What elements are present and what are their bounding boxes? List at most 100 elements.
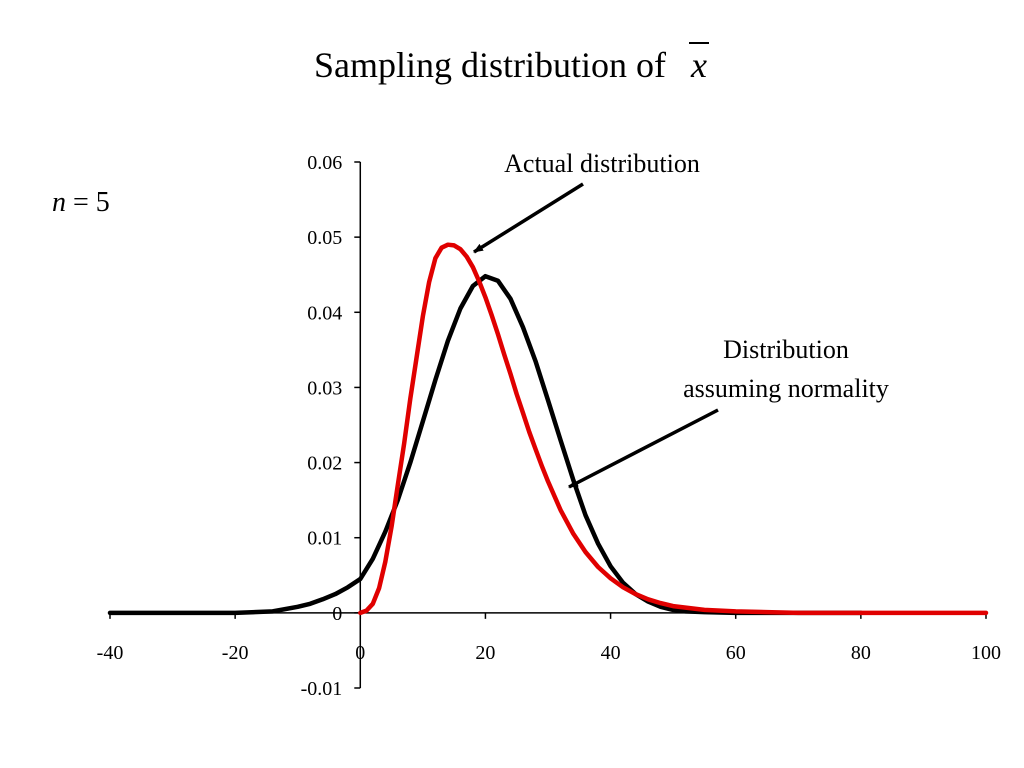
actual-distribution-line-point (408, 396, 413, 401)
chart-title: Sampling distribution of x (0, 40, 1024, 90)
normal-distribution-line-point (320, 597, 325, 602)
series-lines (107, 242, 989, 616)
actual-distribution-line-point (921, 611, 926, 615)
actual-distribution-line-point (414, 355, 419, 360)
normal-distribution-line-point (358, 577, 363, 581)
normal-distribution-line-point (433, 378, 438, 382)
x-tick-label: 0 (355, 642, 365, 664)
actual-distribution-line-point (733, 609, 738, 614)
actual-distribution-line-point (402, 442, 406, 446)
actual-distribution-line-point (558, 508, 563, 512)
actual-distribution-line-point (539, 463, 544, 468)
actual-distribution-line-point (464, 254, 469, 259)
normal-distribution-line-point (533, 359, 538, 363)
actual-distribution-line-point (389, 524, 394, 529)
actual-distribution-line-point (608, 576, 613, 581)
normal-distribution-line-point (446, 339, 450, 343)
actual-distribution-line-point (646, 597, 650, 602)
y-tick-label: 0.02 (307, 453, 342, 475)
normal-distribution-line-point (608, 564, 613, 569)
normal-distribution-line-point (346, 585, 350, 590)
y-tick-label: -0.01 (301, 678, 343, 700)
normal-distribution-line-point (295, 605, 300, 609)
normal-distribution-line-point (421, 419, 425, 424)
normal-distribution-line-point (508, 297, 513, 301)
normal-distribution-line-point (583, 513, 588, 517)
actual-distribution-line-point (502, 352, 507, 357)
sample-size-label: n = 5 (52, 186, 110, 220)
x-bar-symbol: x (688, 40, 710, 90)
y-tick-label: 0.05 (307, 227, 342, 249)
actual-distribution-label: Actual distribution (504, 149, 700, 178)
normal-distribution-line-point (571, 477, 575, 481)
actual-distribution-line-point (477, 279, 482, 284)
actual-distribution-line-point (571, 531, 575, 535)
sample-size-operator: = (73, 187, 89, 218)
x-tick-label: 40 (601, 642, 621, 664)
normal-distribution-line-point (458, 306, 463, 311)
normal-distribution-line-point (471, 284, 475, 288)
actual-distribution-line-point (546, 479, 550, 484)
actual-distribution-line-point (508, 372, 513, 376)
normal-distribution-line-point (333, 592, 338, 596)
actual-distribution-line-point (521, 411, 525, 415)
actual-distribution-line-point (621, 585, 625, 590)
actual-distribution-line-point (383, 560, 388, 564)
normal-distribution-line-point (108, 611, 112, 615)
actual-distribution-line (358, 242, 989, 616)
normal-distribution-line-point (671, 608, 675, 612)
normal-distribution-line-point (496, 278, 500, 283)
normal-distribution-line-point (233, 611, 237, 615)
actual-distribution-line-point (496, 332, 500, 336)
actual-distribution-line-point (514, 392, 519, 397)
normal-distribution-line-point (596, 541, 600, 546)
actual-distribution-arrow (473, 182, 584, 254)
normal-distribution-line-point (546, 398, 550, 403)
actual-distribution-line-point (483, 295, 488, 300)
normal-distribution-line-point (521, 325, 525, 330)
x-tick-label: 80 (851, 642, 871, 664)
actual-distribution-line-point (596, 565, 600, 569)
actual-distribution-line-point (633, 592, 638, 596)
actual-distribution-line-point (765, 610, 769, 614)
actual-distribution-line-point (452, 243, 456, 248)
x-tick-label: -40 (97, 642, 124, 664)
overbar (689, 42, 709, 44)
actual-distribution-line-point (377, 586, 381, 590)
actual-distribution-line-point (489, 313, 494, 318)
normal-distribution-line-point (270, 609, 275, 614)
x-tick-label: -20 (222, 642, 249, 664)
normal-distribution-arrow (568, 408, 719, 489)
normal-distribution-line-point (308, 602, 313, 606)
actual-distribution-line-point (427, 280, 431, 285)
actual-distribution-line-point (358, 611, 363, 615)
actual-distribution-line-point (796, 611, 801, 615)
actual-distribution-line-point (364, 608, 369, 613)
annotations: Actual distribution Distribution assumin… (473, 149, 889, 489)
actual-distribution-line-point (533, 447, 538, 451)
normal-distribution-line-point (621, 581, 625, 585)
normal-distribution-line-point (558, 438, 563, 442)
actual-distribution-line-point (371, 602, 375, 606)
actual-distribution-line-point (433, 256, 438, 261)
actual-distribution-line-point (702, 608, 707, 612)
normal-distribution-line-point (170, 611, 175, 615)
actual-distribution-line-point (446, 242, 450, 247)
normal-distribution-line-point (383, 529, 388, 534)
normal-distribution-line-point (371, 557, 375, 561)
normal-distribution-label-line2: assuming normality (683, 374, 889, 403)
actual-distribution-line-point (671, 604, 675, 608)
normal-distribution-label-line1: Distribution (723, 335, 849, 364)
actual-distribution-line-point (859, 611, 863, 615)
axes: -40 -20 0 20 40 60 80 100 -0.01 0 0.01 0.02 0.03 0.04… (97, 152, 1001, 700)
y-tick-label: 0.03 (307, 377, 342, 399)
y-tick-label: 0 (332, 603, 342, 625)
y-tick-label: 0.04 (307, 302, 342, 324)
x-tick-label: 60 (726, 642, 746, 664)
chart-title-text: Sampling distribution of (313, 45, 666, 85)
y-tick-label: 0.06 (307, 152, 342, 174)
actual-distribution-line-point (421, 314, 425, 318)
actual-distribution-line-point (458, 247, 463, 251)
normal-distribution-line-point (408, 460, 413, 465)
